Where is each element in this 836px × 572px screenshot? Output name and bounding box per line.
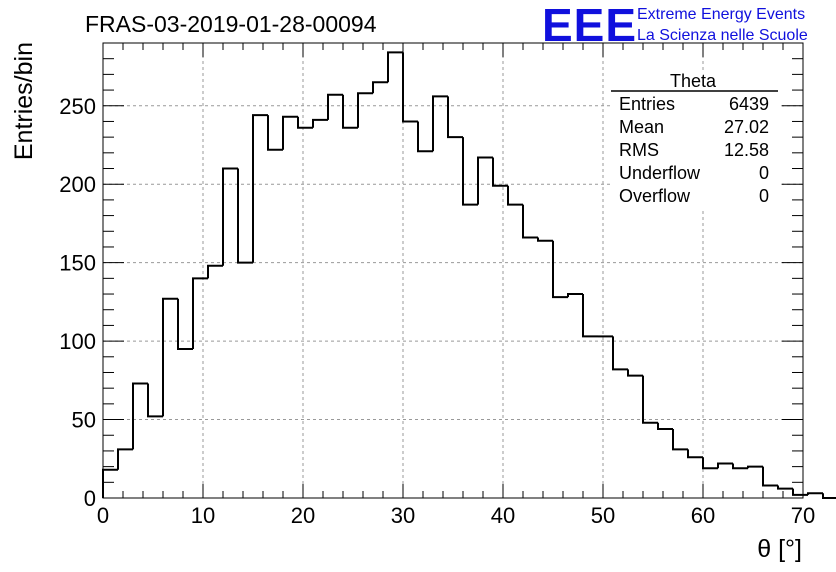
histogram-bin [207,264,223,279]
histogram-bin [567,293,583,298]
histogram-bin [672,428,688,451]
histogram-bin [612,336,628,371]
y-tick-label: 150 [59,251,96,276]
histogram-bin [267,115,283,151]
stats-row-value: 12.58 [724,140,769,160]
histogram-bin [747,465,763,469]
histogram-bin [327,93,343,120]
histogram-bin [237,168,253,264]
histogram-bin [522,204,538,239]
histogram-bin [792,488,808,496]
histogram-bin [252,114,268,263]
x-tick-label: 50 [591,503,615,528]
histogram-bin [432,95,448,152]
stats-row-label: Mean [619,117,664,137]
histogram-bin [582,294,598,338]
stats-row-label: RMS [619,140,659,160]
x-tick-label: 30 [391,503,415,528]
histogram-bin [342,94,358,129]
histogram-bin [822,493,836,499]
histogram-bin [357,92,373,128]
stats-row-value: 0 [759,186,769,206]
y-tick-label: 0 [84,486,96,511]
histogram-bin [687,449,703,459]
plot-frame [102,42,804,499]
x-tick-label: 40 [491,503,515,528]
histogram-bin [387,51,403,83]
histogram-bin [297,116,313,129]
x-tick-label: 20 [291,503,315,528]
histogram-bin [402,52,418,123]
histogram-bin [417,121,433,153]
histogram-bin [222,167,238,266]
y-axis-label: Entries/bin [10,42,38,160]
x-tick-label: 60 [691,503,715,528]
histogram-bin [627,369,643,377]
stats-row-label: Entries [619,94,675,114]
y-tick-label: 50 [72,408,96,433]
x-tick-label: 70 [791,503,815,528]
stats-row-label: Overflow [619,186,691,206]
histogram-bin [282,115,298,150]
histogram-bin [507,185,523,206]
stats-row-value: 0 [759,163,769,183]
histogram-bin [132,382,148,450]
histogram-bin [537,237,553,242]
stats-box: Theta Entries 6439 Mean 27.02 RMS 12.58 Underf… [611,71,778,208]
histogram-bin [717,462,733,469]
histogram-bin [807,492,823,495]
histogram-bin [732,463,748,470]
tick-labels: 0 10 20 30 40 50 60 70 0 50 100 150 200 250 [59,94,815,528]
y-tick-label: 250 [59,94,96,119]
histogram-layer [102,51,836,499]
histogram-bin [162,297,178,417]
stats-rows: Entries 6439 Mean 27.02 RMS 12.58 Underflow 0 Ov… [619,94,769,206]
histogram-bin [312,118,328,128]
histogram-bin [447,96,463,139]
stats-row-label: Underflow [619,163,701,183]
histogram-bin [492,157,508,187]
x-tick-label: 0 [97,503,109,528]
eee-logo-line2: La Scienza nelle Scuole [637,27,808,44]
stats-row-value: 6439 [729,94,769,114]
x-axis-label: θ [°] [757,535,802,563]
eee-logo-mark: EEE [542,0,637,51]
histogram-bin [117,448,133,470]
histogram-bin [372,81,388,94]
histogram-bin [192,277,208,349]
stats-box-background [611,72,778,208]
histogram-bin [177,298,193,350]
y-tick-label: 100 [59,329,96,354]
histogram-bin [642,375,658,424]
histogram-bin [657,422,673,430]
stats-title: Theta [670,71,717,91]
histogram-bin [462,137,478,206]
histogram-bin [102,468,118,498]
stats-row-value: 27.02 [724,117,769,137]
chart-title: FRAS-03-2019-01-28-00094 [85,11,377,37]
histogram-bin [552,240,568,299]
eee-logo: EEE Extreme Energy Events La Scienza nel… [542,0,808,51]
x-tick-label: 10 [191,503,215,528]
histogram-bin [477,156,493,205]
histogram-bin [147,383,163,418]
y-tick-label: 200 [59,172,96,197]
grid-layer [103,43,803,498]
eee-logo-line1: Extreme Energy Events [637,6,805,23]
histogram-bin [777,485,793,490]
histogram-bin [702,457,718,470]
histogram-bin [762,466,778,487]
